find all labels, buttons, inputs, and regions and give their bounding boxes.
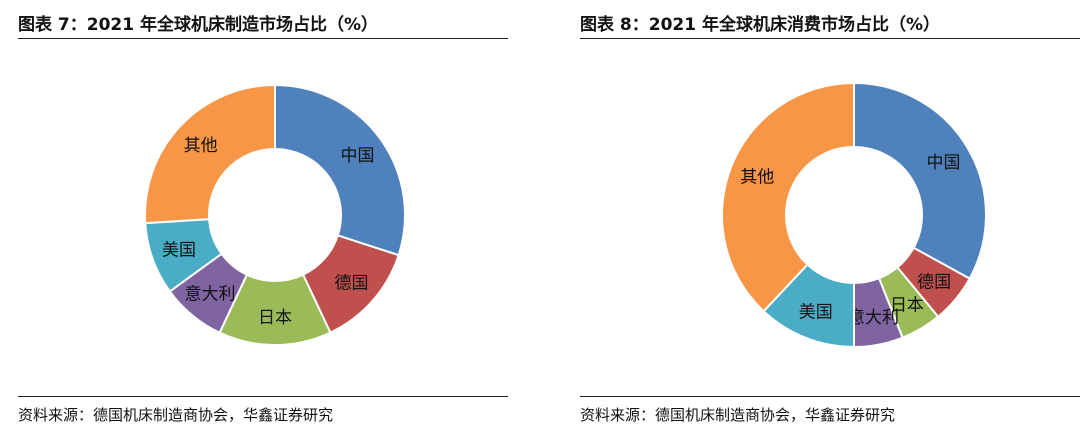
slice-label-3: 意大利 (848, 308, 899, 328)
source-note: 资料来源：德国机床制造商协会，华鑫证券研究 (580, 406, 896, 424)
slice-label-2: 日本 (890, 296, 924, 316)
source-note: 资料来源：德国机床制造商协会，华鑫证券研究 (18, 406, 334, 424)
source-divider (18, 396, 508, 397)
chart-title: 图表 8：2021 年全球机床消费市场占比（%） (580, 15, 941, 35)
slice-0 (274, 83, 406, 257)
slice-label-1: 德国 (917, 272, 951, 292)
slice-label-4: 美国 (799, 303, 833, 323)
chart-panel-consumption: 图表 8：2021 年全球机床消费市场占比（%） 中国德国日本 意大利 美国 其他 资… (560, 0, 1080, 434)
slice-label-2: 日本 (258, 308, 292, 328)
slice-label-3: 意大利 (184, 285, 235, 305)
source-divider (580, 396, 1080, 397)
slice-5 (721, 81, 855, 313)
slice-label-5: 其他 (184, 136, 218, 156)
slice-label-4: 美国 (162, 241, 196, 261)
title-divider (580, 38, 1080, 39)
slice-label-1: 德国 (335, 273, 369, 293)
slice-0 (853, 81, 987, 280)
title-divider (18, 38, 508, 39)
slice-label-5: 其他 (740, 168, 774, 188)
chart-title: 图表 7：2021 年全球机床制造市场占比（%） (18, 15, 379, 35)
chart-panel-manufacturing: 图表 7：2021 年全球机床制造市场占比（%） 中国德国日本 意大利 美国 其他 资… (0, 0, 520, 434)
slice-label-0: 中国 (341, 146, 375, 166)
slice-label-0: 中国 (927, 153, 961, 173)
slice-5 (144, 83, 276, 225)
